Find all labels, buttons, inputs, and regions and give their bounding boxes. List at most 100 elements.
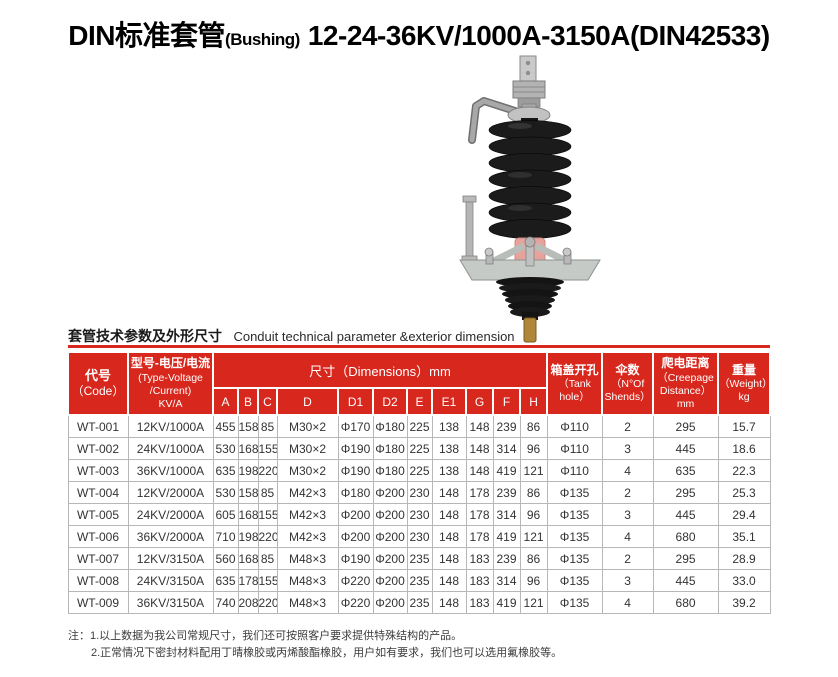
table-cell: Φ135 — [546, 591, 603, 614]
brass-stud — [523, 317, 537, 343]
col-header-code: 代号 （Code） — [67, 351, 129, 416]
table-cell: 22.3 — [717, 459, 771, 482]
table-cell: 28.9 — [717, 547, 771, 570]
table-body: WT-001 12KV/1000A 455 158 85 M30×2 Φ170 Φ180 225… — [67, 414, 771, 614]
table-cell: 314 — [492, 503, 521, 526]
table-cell: 220 — [257, 525, 278, 548]
table-cell: 178 — [465, 503, 494, 526]
table-cell: 155 — [257, 503, 278, 526]
table-cell: 168 — [237, 437, 259, 460]
title-bushing-en: (Bushing) — [225, 30, 300, 49]
table-cell: M30×2 — [276, 459, 339, 482]
dim-col-f: F — [492, 387, 521, 416]
table-cell: 239 — [492, 481, 521, 504]
table-cell: 635 — [212, 459, 239, 482]
table-cell: Φ110 — [546, 437, 603, 460]
table-cell: WT-005 — [67, 503, 129, 526]
table-cell: Φ190 — [337, 437, 374, 460]
table-cell: 314 — [492, 569, 521, 592]
col-header-shends: 伞数 （N°Of Shends） — [601, 351, 655, 416]
table-cell: 158 — [237, 481, 259, 504]
table-cell: 3 — [601, 503, 654, 526]
table-cell: 138 — [431, 437, 467, 460]
table-cell: 183 — [465, 569, 494, 592]
table-cell: 86 — [519, 414, 548, 438]
table-cell: 33.0 — [717, 569, 771, 592]
table-cell: 121 — [519, 591, 548, 614]
table-row: WT-005 24KV/2000A 605 168 155 M42×3 Φ200 Φ200 23… — [67, 503, 771, 526]
table-cell: 2 — [601, 481, 654, 504]
table-cell: 605 — [212, 503, 239, 526]
table-cell: 36KV/3150A — [127, 591, 214, 614]
table-cell: 148 — [431, 503, 467, 526]
section-header: 套管技术参数及外形尺寸 Conduit technical parameter … — [68, 326, 770, 346]
table-header: 代号 （Code） 型号-电压/电流 (Type-Voltage /Curren… — [67, 351, 773, 416]
table-cell: 158 — [237, 414, 259, 438]
table-cell: 168 — [237, 503, 259, 526]
table-cell: 740 — [212, 591, 239, 614]
table-cell: 12KV/2000A — [127, 481, 214, 504]
dim-col-d1: D1 — [337, 387, 374, 416]
title-product-cn: DIN标准套管 — [68, 20, 226, 51]
table-cell: M42×3 — [276, 525, 339, 548]
table-row: WT-003 36KV/1000A 635 198 220 M30×2 Φ190 Φ180 22… — [67, 459, 771, 482]
col-header-type: 型号-电压/电流 (Type-Voltage /Current) KV/A — [127, 351, 214, 416]
table-cell: 178 — [237, 569, 259, 592]
notes: 注：1.以上数据为我公司常规尺寸，我们还可按照客户要求提供特殊结构的产品。 2.… — [68, 628, 562, 661]
title-spec: 12-24-36KV/1000A-3150A(DIN42533) — [307, 20, 770, 51]
table-cell: M48×3 — [276, 547, 339, 570]
table-cell: 138 — [431, 459, 467, 482]
table-cell: 36KV/2000A — [127, 525, 214, 548]
table-cell: M42×3 — [276, 503, 339, 526]
table-cell: 96 — [519, 437, 548, 460]
insulator-sheds — [488, 120, 572, 239]
table-cell: 178 — [465, 481, 494, 504]
table-cell: 680 — [652, 525, 719, 548]
dim-subheader-row: A B C D D1 D2 E E1 G F H — [68, 387, 770, 416]
table-cell: Φ200 — [337, 503, 374, 526]
table-row: WT-007 12KV/3150A 560 168 85 M48×3 Φ190 Φ200 235… — [67, 547, 771, 570]
col-header-creepage: 爬电距离 （Creepage Distance） mm — [652, 351, 720, 416]
table-row: WT-006 36KV/2000A 710 198 220 M42×3 Φ200 Φ200 23… — [67, 525, 771, 548]
dim-col-a: A — [212, 387, 239, 416]
table-cell: 445 — [652, 503, 719, 526]
section-title-en: Conduit technical parameter &exterior di… — [233, 329, 515, 344]
note-line-1: 注：1.以上数据为我公司常规尺寸，我们还可按照客户要求提供特殊结构的产品。 — [68, 630, 463, 642]
table-cell: Φ200 — [372, 547, 408, 570]
table-cell: Φ200 — [337, 525, 374, 548]
table-cell: 18.6 — [717, 437, 771, 460]
table-cell: 24KV/3150A — [127, 569, 214, 592]
table-cell: 230 — [406, 481, 433, 504]
table-cell: WT-004 — [67, 481, 129, 504]
table-cell: 2 — [601, 414, 654, 438]
table-cell: 230 — [406, 503, 433, 526]
table-cell: 155 — [257, 437, 278, 460]
terminal-clamp — [512, 80, 546, 99]
table-cell: 220 — [257, 459, 278, 482]
table-cell: 445 — [652, 569, 719, 592]
table-cell: 15.7 — [717, 414, 771, 438]
table-cell: 39.2 — [717, 591, 771, 614]
table-cell: 121 — [519, 525, 548, 548]
table-cell: 230 — [406, 525, 433, 548]
table-cell: 148 — [465, 437, 494, 460]
table-cell: 24KV/1000A — [127, 437, 214, 460]
table-cell: WT-003 — [67, 459, 129, 482]
table-cell: 455 — [212, 414, 239, 438]
table-cell: 183 — [465, 591, 494, 614]
table-cell: 12KV/3150A — [127, 547, 214, 570]
table-cell: 29.4 — [717, 503, 771, 526]
table-cell: 295 — [652, 547, 719, 570]
table-cell: 208 — [237, 591, 259, 614]
note-line-2: 2.正常情况下密封材料配用丁晴橡胶或丙烯酸酯橡胶，用户如有要求，我们也可以选用氟… — [91, 646, 563, 659]
table-cell: WT-009 — [67, 591, 129, 614]
table-cell: WT-006 — [67, 525, 129, 548]
table-cell: 168 — [237, 547, 259, 570]
ribbed-section — [496, 277, 564, 320]
table-cell: 235 — [406, 547, 433, 570]
table-cell: 225 — [406, 459, 433, 482]
table-cell: 295 — [652, 481, 719, 504]
section-title-cn: 套管技术参数及外形尺寸 — [68, 328, 222, 344]
table-cell: 419 — [492, 525, 521, 548]
table-cell: Φ190 — [337, 459, 374, 482]
